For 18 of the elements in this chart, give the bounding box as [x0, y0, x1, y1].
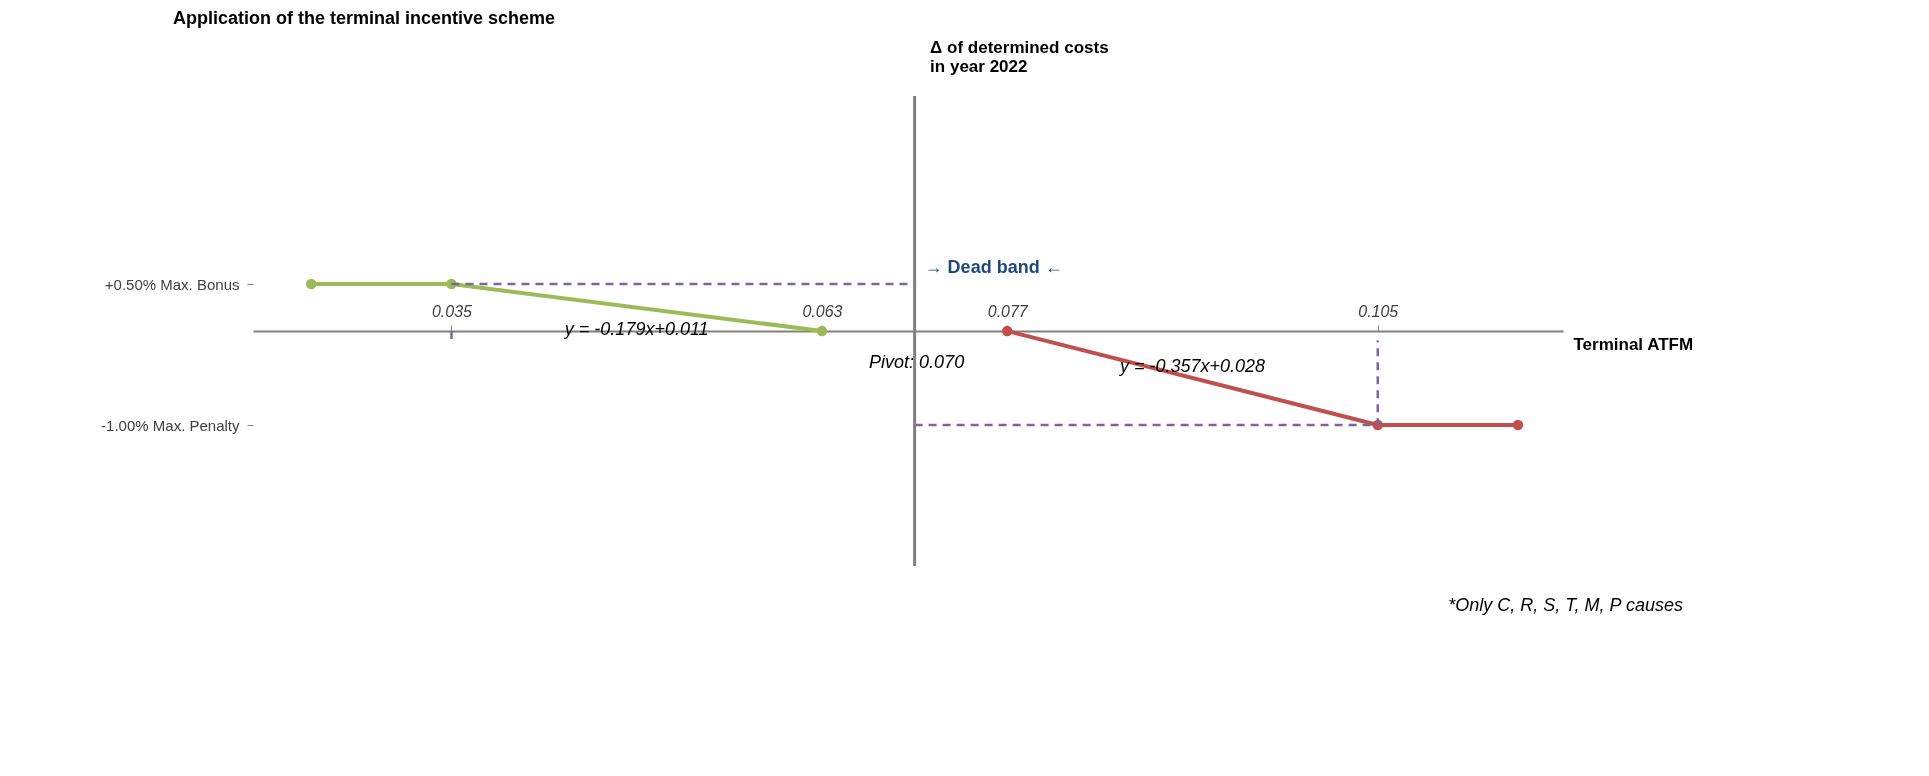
annotation: → Dead band ← [924, 257, 1063, 277]
x-tick-label: 0.077 [987, 302, 1029, 320]
x-axis-title: Terminal ATFM [1573, 334, 1694, 354]
text: *Only C, R, S, T, M, P causes [1448, 595, 1683, 615]
annotation: y = -0.357x+0.028 [1117, 355, 1266, 376]
y-tick-label: +0.50% Max. Bonus [104, 275, 240, 293]
annotation: y = -0.179x+0.011 [562, 318, 709, 339]
point [1512, 419, 1524, 431]
y-tick-label: -1.00% Max. Penalty [101, 416, 240, 434]
y-axis-title: Δ of determined costs in year 2022 [930, 37, 1109, 76]
point [1002, 325, 1013, 337]
point [305, 278, 317, 290]
x-tick-label: 0.035 [431, 302, 473, 320]
point [816, 325, 828, 337]
chart-title: Application of the terminal incentive scheme [173, 8, 556, 28]
x-tick-label: 0.063 [802, 302, 843, 320]
x-tick-label: 0.105 [1358, 302, 1399, 320]
annotation: Pivot: 0.070 [869, 352, 965, 372]
